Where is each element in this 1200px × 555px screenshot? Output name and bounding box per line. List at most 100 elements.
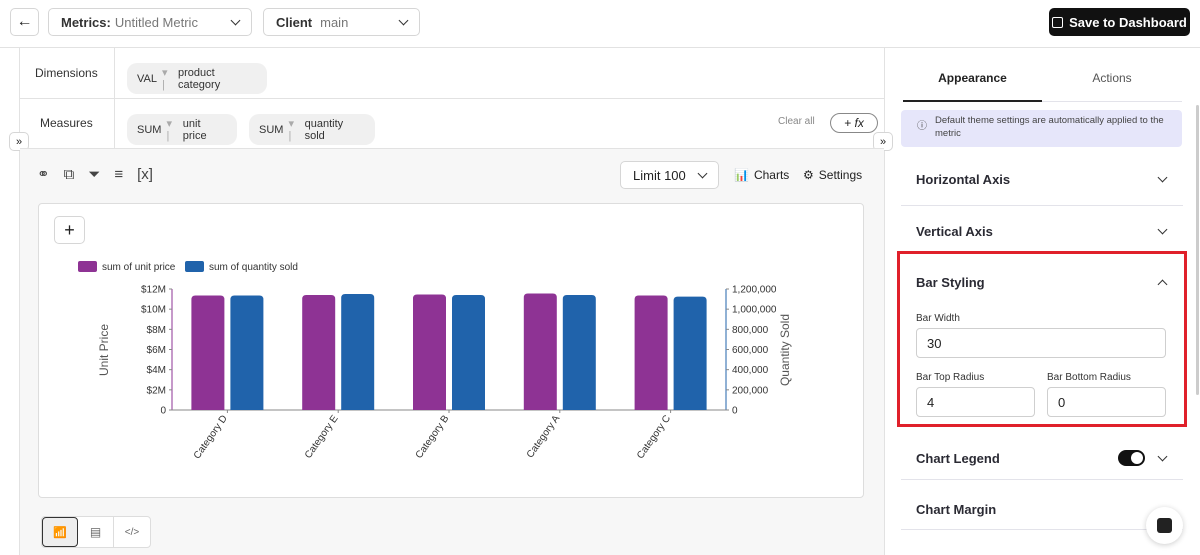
variable-icon[interactable]: [x] — [137, 165, 153, 183]
horizontal-axis-section[interactable]: Horizontal Axis — [916, 172, 1168, 187]
section-title: Bar Styling — [916, 275, 985, 290]
y2-tick-label: 1,000,000 — [732, 305, 777, 316]
chart-view-button[interactable]: 📶 — [42, 517, 78, 547]
section-title: Chart Legend — [916, 450, 1000, 466]
bar — [562, 295, 596, 410]
chart-legend-toggle[interactable] — [1118, 450, 1145, 466]
table-view-button[interactable]: ▤ — [78, 517, 114, 547]
bar — [302, 295, 336, 410]
divider — [19, 48, 20, 555]
metric-selector[interactable]: Metrics: Untitled Metric — [48, 8, 252, 36]
agg-dropdown[interactable]: VAL — [137, 72, 157, 85]
field-name: unit price — [182, 117, 207, 142]
active-tab-indicator — [903, 100, 1042, 102]
save-label: Save to Dashboard — [1069, 14, 1187, 30]
charts-button[interactable]: 📊 Charts — [734, 168, 789, 182]
field-name: product category — [178, 66, 221, 91]
x-tick-label: Category A — [525, 413, 563, 460]
bar — [413, 294, 446, 410]
section-title: Horizontal Axis — [916, 172, 1011, 187]
divider — [901, 205, 1183, 206]
info-icon: ⓘ — [917, 121, 927, 132]
divider — [0, 47, 1200, 48]
section-title: Vertical Axis — [916, 224, 993, 239]
scrollbar[interactable] — [1196, 105, 1199, 395]
bar-chart: sum of unit price sum of quantity sold 0 $2… — [78, 261, 792, 461]
y-tick-label: $2M — [147, 385, 166, 396]
join-icon[interactable]: ⚭ — [37, 166, 50, 183]
legend-swatch — [78, 261, 97, 272]
bar — [230, 295, 264, 410]
sort-icon[interactable]: ≡ — [114, 165, 124, 183]
settings-button[interactable]: ⚙ Settings — [803, 168, 862, 182]
clear-all-link[interactable]: Clear all — [778, 116, 815, 127]
bar — [523, 293, 557, 410]
measure-pill[interactable]: SUM ▾ | quantity sold — [249, 114, 375, 145]
divider — [20, 98, 884, 99]
client-value: main — [320, 14, 349, 30]
divider — [903, 101, 1182, 102]
tab-actions[interactable]: Actions — [1092, 71, 1132, 85]
divider — [884, 48, 885, 555]
y-tick-label: $12M — [141, 285, 166, 296]
back-button[interactable]: ← — [10, 8, 39, 36]
y-tick-label: $6M — [147, 345, 166, 356]
bar-top-radius-input[interactable]: 4 — [916, 387, 1035, 417]
legend-label: sum of quantity sold — [209, 262, 298, 273]
client-selector[interactable]: Client main — [263, 8, 420, 36]
bar-width-input[interactable]: 30 — [916, 328, 1166, 358]
bar-styling-section[interactable]: Bar Styling — [916, 275, 1168, 290]
info-text: Default theme settings are automatically… — [935, 115, 1164, 139]
metric-name: Untitled Metric — [114, 14, 198, 30]
y2-axis-title: Quantity Sold — [778, 314, 792, 386]
bar — [673, 296, 707, 410]
bar-chart-icon: 📊 — [734, 168, 749, 182]
bar-top-radius-label: Bar Top Radius — [916, 372, 985, 383]
save-icon — [1052, 16, 1064, 28]
y-tick-label: $10M — [141, 305, 166, 316]
code-view-button[interactable]: </> — [124, 526, 140, 538]
expand-left-button[interactable]: » — [9, 132, 29, 151]
chevron-down-icon — [1157, 224, 1168, 235]
divider — [901, 479, 1183, 480]
chat-support-button[interactable] — [1146, 507, 1183, 544]
bar — [191, 295, 225, 410]
limit-label: Limit — [633, 167, 661, 183]
y2-tick-label: 200,000 — [732, 385, 769, 396]
x-tick-label: Category B — [414, 413, 452, 461]
add-formula-button[interactable]: + fx — [830, 113, 878, 133]
x-tick-label: Category C — [635, 413, 673, 461]
measure-pill[interactable]: SUM ▾ | unit price — [127, 114, 237, 145]
tab-appearance[interactable]: Appearance — [938, 71, 1007, 85]
chevron-down-icon — [1157, 172, 1168, 183]
gear-icon: ⚙ — [803, 168, 814, 182]
y-tick-label: $8M — [147, 325, 166, 336]
limit-dropdown[interactable]: Limit 100 — [620, 161, 719, 189]
agg-dropdown[interactable]: SUM — [259, 123, 284, 136]
chat-icon — [1157, 518, 1172, 533]
charts-label: Charts — [753, 168, 790, 182]
divider — [901, 529, 1183, 530]
add-button[interactable]: + — [54, 216, 85, 244]
copy-icon[interactable]: ⧉ — [63, 165, 75, 183]
bar-bottom-radius-input[interactable]: 0 — [1047, 387, 1166, 417]
legend-swatch — [185, 261, 204, 272]
vertical-axis-section[interactable]: Vertical Axis — [916, 224, 1168, 239]
x-tick-label: Category D — [192, 413, 230, 461]
chart-margin-section[interactable]: Chart Margin — [916, 502, 1166, 517]
save-to-dashboard-button[interactable]: Save to Dashboard — [1049, 8, 1190, 36]
bar — [341, 294, 375, 410]
y-tick-label: $4M — [147, 365, 166, 376]
filter-icon[interactable]: ⏷ — [88, 165, 101, 183]
bar-styling-highlight — [897, 251, 1187, 427]
agg-dropdown[interactable]: SUM — [137, 123, 162, 136]
y2-tick-label: 400,000 — [732, 365, 769, 376]
measures-label: Measures — [40, 116, 93, 130]
y-axis-title: Unit Price — [97, 324, 111, 376]
metrics-label: Metrics: — [61, 14, 111, 30]
dimension-pill[interactable]: VAL ▾ | product category — [127, 63, 267, 94]
y-tick-label: 0 — [160, 406, 166, 417]
chart-legend-section[interactable]: Chart Legend — [916, 450, 1168, 466]
bar — [452, 295, 485, 410]
chevron-up-icon — [1157, 279, 1168, 290]
